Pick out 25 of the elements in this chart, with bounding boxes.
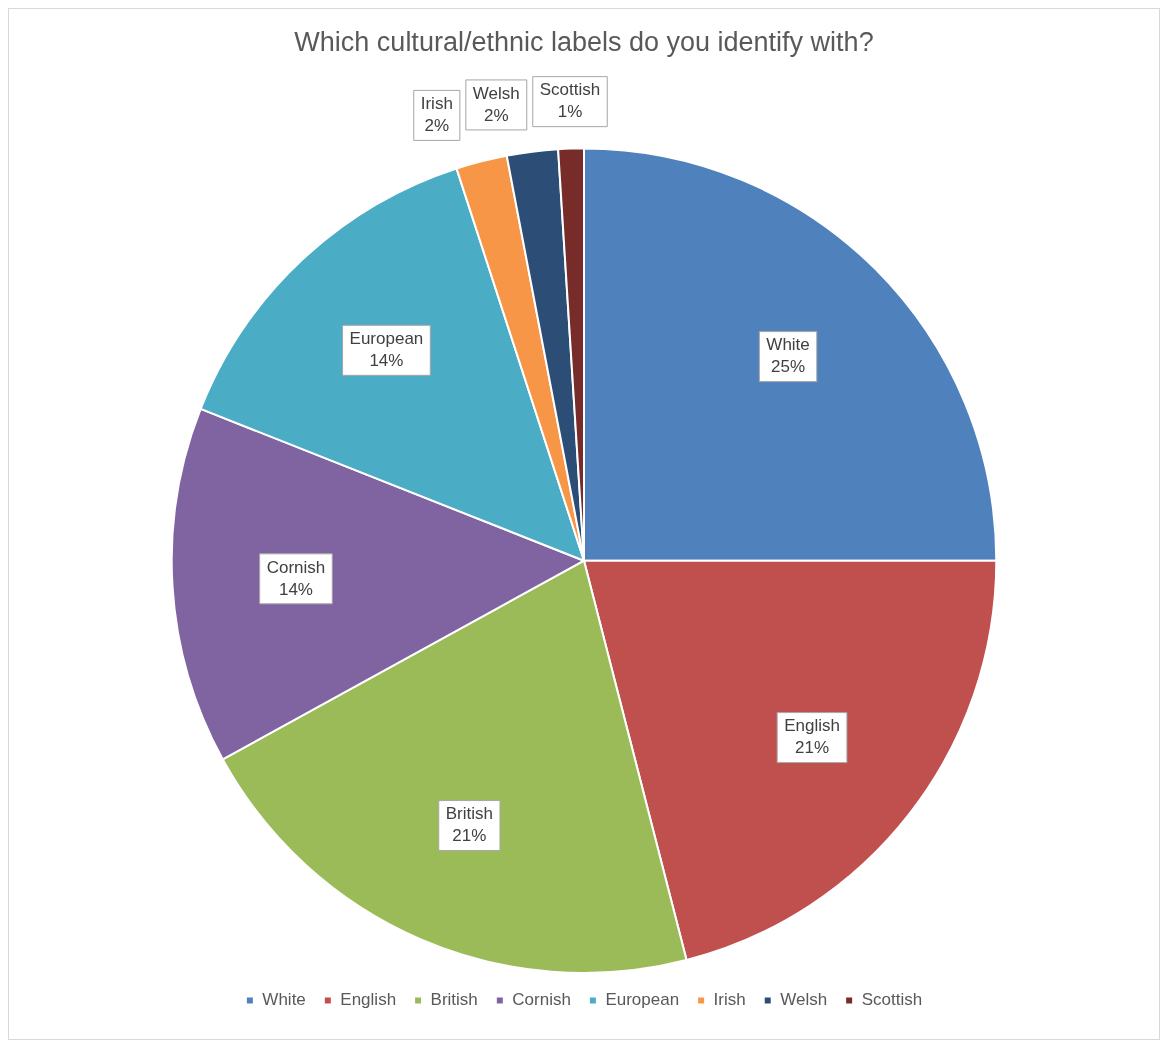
legend-label: White [262,990,306,1010]
data-label: 14% [369,351,404,370]
slice-label: Cornish [266,557,326,577]
data-label: 14% [278,579,313,599]
legend-label: English [340,990,397,1010]
legend-label: Scottish [861,990,923,1010]
legend-label: Welsh [780,990,828,1010]
data-label: 2% [424,116,450,136]
slice-label: European [349,329,424,348]
slice-label: Scottish [539,80,601,100]
legend-label: British [430,990,478,1010]
slice-label: Welsh [472,83,520,103]
slice-label: British [445,804,493,824]
slice-label: Irish [420,94,453,114]
legend-label: Irish [713,990,746,1010]
data-label: 2% [484,105,509,125]
slice-label: English [784,716,840,736]
legend-label: Cornish [512,990,571,1010]
data-label: 21% [795,738,830,758]
data-label: 21% [452,826,487,846]
data-label: 1% [557,102,583,122]
legend-label: European [605,990,680,1010]
data-label: 25% [771,357,806,377]
slice-label: White [766,335,810,355]
chart-title: Which cultural/ethnic labels do you identify with? [294,26,874,57]
